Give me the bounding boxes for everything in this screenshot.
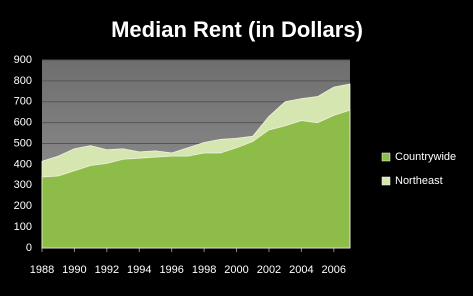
x-tick-label: 1992 bbox=[95, 264, 119, 276]
x-tick-label: 2004 bbox=[289, 264, 313, 276]
area bbox=[41, 109, 351, 249]
y-tick-label: 500 bbox=[14, 137, 32, 149]
x-tick-label: 2002 bbox=[257, 264, 281, 276]
x-tick-label: 1998 bbox=[192, 264, 216, 276]
x-tick-label: 2006 bbox=[322, 264, 346, 276]
x-tick-label: 1994 bbox=[127, 264, 151, 276]
y-tick-label: 200 bbox=[14, 200, 32, 212]
legend-label: Northeast bbox=[395, 175, 443, 187]
y-tick-label: 800 bbox=[14, 75, 32, 87]
x-tick-label: 2000 bbox=[224, 264, 248, 276]
y-tick-label: 600 bbox=[14, 117, 32, 129]
y-tick-label: 300 bbox=[14, 179, 32, 191]
x-tick-label: 1996 bbox=[159, 264, 183, 276]
x-tick-label: 1990 bbox=[62, 264, 86, 276]
y-tick-label: 100 bbox=[14, 221, 32, 233]
x-tick-label: 1988 bbox=[30, 264, 54, 276]
legend-swatch bbox=[381, 176, 391, 186]
y-tick-label: 400 bbox=[14, 158, 32, 170]
legend-label: Countrywide bbox=[395, 151, 456, 163]
y-tick-label: 0 bbox=[26, 242, 32, 254]
y-tick-label: 900 bbox=[14, 54, 32, 66]
y-tick-label: 700 bbox=[14, 96, 32, 108]
legend-swatch bbox=[381, 152, 391, 162]
chart-title: Median Rent (in Dollars) bbox=[111, 17, 363, 42]
